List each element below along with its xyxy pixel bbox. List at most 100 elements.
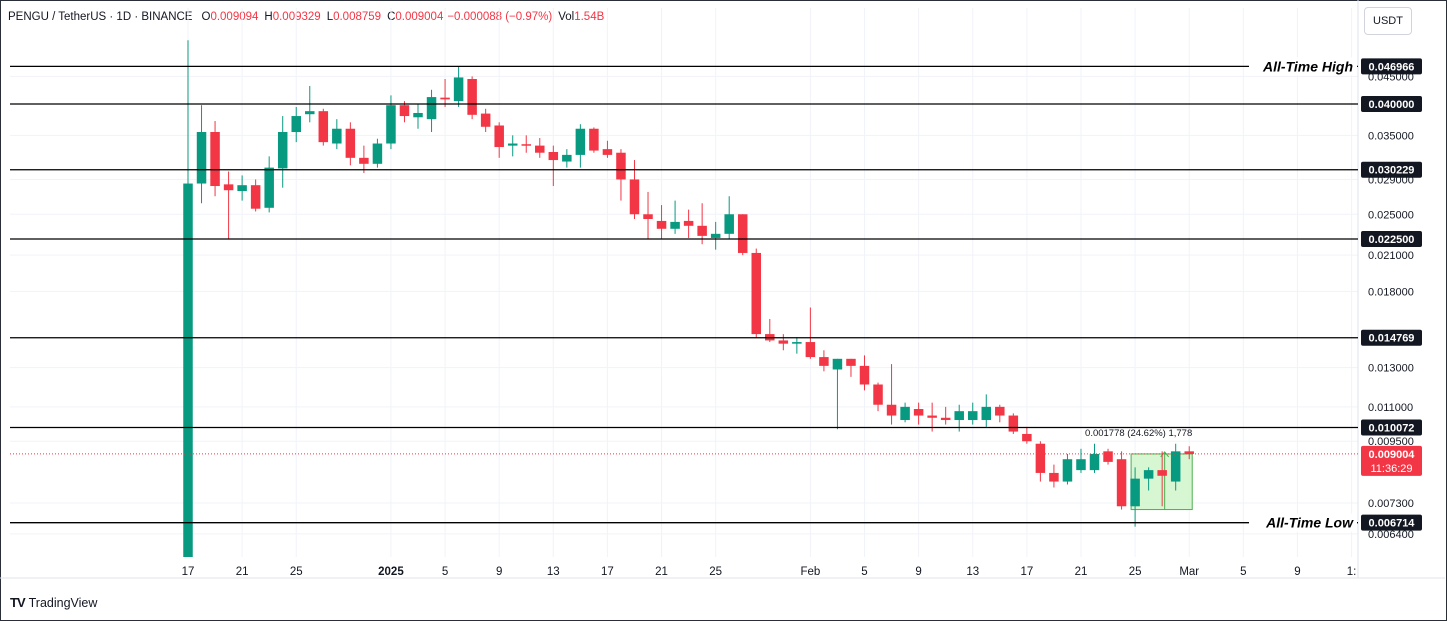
candle — [1157, 451, 1167, 507]
candle-body — [1076, 459, 1086, 471]
candle — [805, 307, 816, 359]
candle-body — [413, 112, 423, 118]
candle-body — [913, 409, 924, 416]
candle-body — [724, 214, 734, 234]
candle — [589, 127, 599, 153]
current-price-tag — [1361, 445, 1422, 476]
measurement-box — [1130, 453, 1193, 511]
y-tick-label: 0.006400 — [1368, 529, 1414, 541]
candle-body — [900, 406, 910, 421]
candle-body — [751, 252, 762, 335]
candle — [846, 358, 856, 377]
candle-body — [1022, 433, 1032, 442]
candle-body — [480, 113, 491, 127]
candle — [507, 135, 518, 157]
candle-body — [426, 97, 437, 120]
candle-body — [683, 220, 694, 226]
candle — [656, 205, 667, 239]
candle — [940, 406, 951, 425]
candle — [927, 402, 937, 432]
candle — [873, 382, 883, 412]
candle-body — [1008, 415, 1019, 432]
x-tick-label: 1: — [1347, 566, 1357, 578]
candle-body — [1184, 451, 1194, 454]
x-tick-label: 5 — [1240, 566, 1246, 578]
x-tick-label: 21 — [236, 566, 249, 578]
candle-body — [507, 143, 518, 146]
candle — [237, 175, 247, 201]
x-tick-label: 9 — [915, 566, 921, 578]
y-tick-label: 0.013000 — [1368, 363, 1414, 375]
candle — [332, 119, 342, 150]
candle — [345, 122, 356, 166]
candle-body — [1130, 478, 1140, 507]
current-price-label: 0.009004 — [1369, 449, 1416, 461]
candle — [291, 106, 301, 143]
symbol-title[interactable]: PENGU / TetherUS · 1D · BINANCE — [8, 11, 193, 23]
candle-body — [535, 145, 545, 153]
candle — [277, 116, 288, 188]
candle — [223, 171, 234, 239]
x-tick-label: 9 — [1294, 566, 1300, 578]
candle — [737, 214, 748, 256]
x-tick-label: Feb — [800, 566, 820, 578]
candle-body — [1062, 459, 1073, 482]
candle-body — [940, 417, 951, 421]
candle-body — [264, 167, 274, 208]
candle — [670, 200, 680, 234]
level-price-tag-label: 0.006714 — [1369, 518, 1416, 530]
candle — [1008, 413, 1019, 434]
candle-body — [332, 128, 342, 144]
candle — [792, 337, 802, 354]
candle — [1170, 443, 1181, 491]
candle — [1076, 448, 1086, 473]
level-price-tag-label: 0.040000 — [1369, 99, 1415, 111]
candle-body — [210, 132, 220, 187]
x-tick-label: 9 — [496, 566, 502, 578]
level-price-tag — [1361, 161, 1422, 178]
candle — [751, 248, 762, 338]
low-label: L — [326, 11, 334, 23]
candle-body — [237, 185, 247, 192]
candle — [724, 196, 734, 239]
open-value: 0.009094 — [210, 11, 259, 23]
x-tick-label: 13 — [966, 566, 979, 578]
level-price-tag-label: 0.046966 — [1369, 61, 1415, 73]
level-price-tag-label: 0.014769 — [1369, 333, 1415, 345]
candle-body — [399, 105, 410, 117]
candle-body — [386, 105, 396, 144]
candle-body — [589, 128, 599, 151]
x-tick-label: 25 — [1129, 566, 1142, 578]
candle-body — [1170, 451, 1181, 482]
level-annotation-bg — [1249, 57, 1357, 76]
candle — [643, 191, 653, 239]
candle-body — [927, 415, 937, 418]
candle-body — [1035, 443, 1046, 473]
currency-unit-button[interactable]: USDT — [1364, 7, 1412, 35]
candle-body — [277, 132, 288, 169]
candle-body — [697, 225, 707, 236]
candle — [318, 108, 329, 146]
candle-body — [981, 406, 992, 421]
x-tick-label: Mar — [1179, 566, 1199, 578]
level-price-tag — [1361, 514, 1422, 531]
candle-body — [562, 154, 572, 162]
tradingview-brand[interactable]: TV TradingView — [10, 595, 97, 610]
candle-body — [250, 185, 261, 209]
candle — [1143, 467, 1154, 491]
level-price-tag — [1361, 58, 1422, 75]
candle — [602, 140, 613, 158]
change-value: −0.000088 (−0.97%) — [447, 11, 553, 23]
candle-body — [954, 411, 964, 421]
candle — [250, 179, 261, 212]
candle-body — [1049, 472, 1059, 482]
candle — [562, 149, 572, 168]
volume-label: Vol — [558, 11, 575, 23]
candle-body — [616, 152, 626, 180]
x-tick-label: 5 — [442, 566, 448, 578]
x-tick-label: 17 — [1020, 566, 1033, 578]
candle-body — [710, 233, 721, 238]
candle — [1130, 467, 1140, 527]
candle — [995, 404, 1005, 423]
